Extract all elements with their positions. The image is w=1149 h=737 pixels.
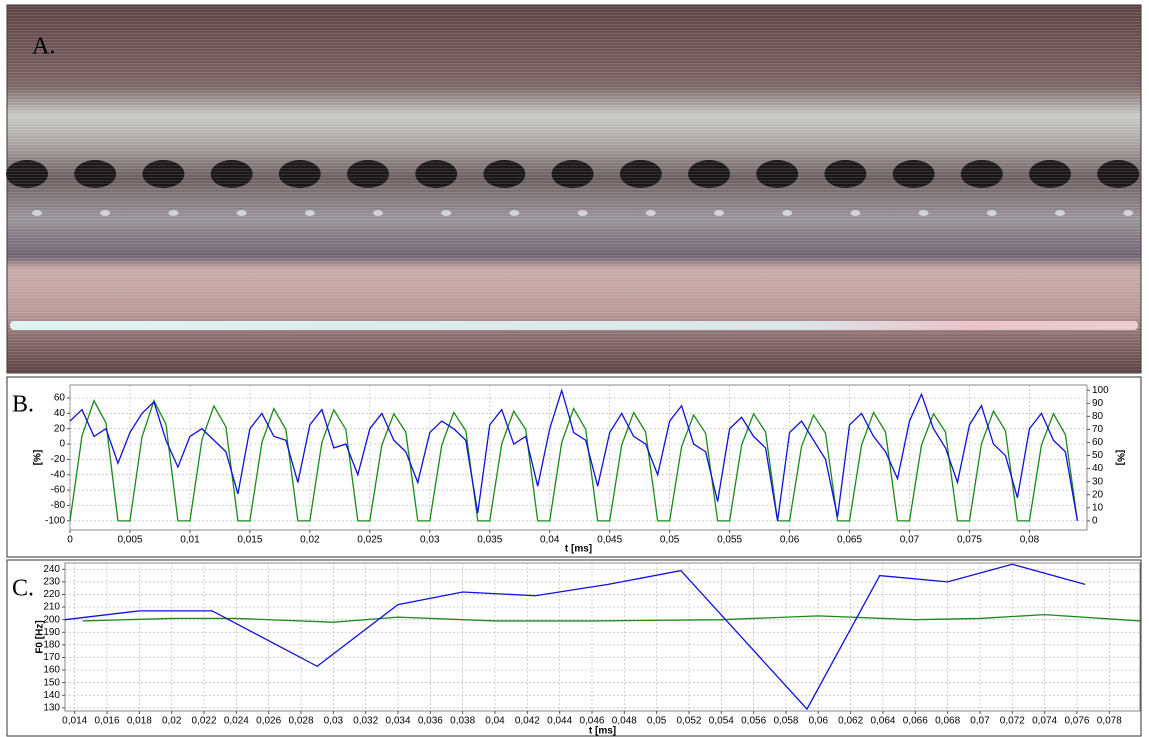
x-tick-label: 0,005 bbox=[117, 535, 142, 546]
kymogram-panel: A. bbox=[6, 5, 1141, 373]
x-tick-label: 0,02 bbox=[300, 535, 320, 546]
x-tick-label: 0,04 bbox=[540, 535, 560, 546]
x-tick-label: 0,05 bbox=[660, 535, 680, 546]
x-tick-label: 0,04 bbox=[485, 716, 505, 727]
y-tick-label: 210 bbox=[43, 602, 60, 613]
x-tick-label: 0,01 bbox=[180, 535, 200, 546]
x-tick-label: 0,03 bbox=[420, 535, 440, 546]
y2-tick-label: 10 bbox=[1092, 502, 1104, 513]
x-tick-label: 0,044 bbox=[547, 716, 572, 727]
panel-label: C. bbox=[12, 576, 34, 602]
y2-tick-label: 90 bbox=[1092, 398, 1104, 409]
y-tick-label: 170 bbox=[43, 652, 60, 663]
x-tick-label: 0,03 bbox=[324, 716, 344, 727]
y2-tick-label: 70 bbox=[1092, 424, 1104, 435]
y-tick-label: 20 bbox=[54, 423, 66, 434]
x-tick-label: 0,034 bbox=[385, 716, 410, 727]
x-tick-label: 0,05 bbox=[647, 716, 667, 727]
y-tick-label: -80 bbox=[51, 500, 66, 511]
x-tick-label: 0,076 bbox=[1064, 716, 1089, 727]
x-tick-label: 0,022 bbox=[192, 716, 217, 727]
x-tick-label: 0,016 bbox=[95, 716, 120, 727]
x-tick-label: 0,056 bbox=[741, 716, 766, 727]
x-axis-label: t [ms] bbox=[589, 726, 616, 737]
y-tick-label: 240 bbox=[43, 564, 60, 575]
figure: A. B. C. 0 0,005 0,01 0,015 0,02 0,025 0,03 0,0… bbox=[0, 0, 1149, 737]
x-tick-label: 0,014 bbox=[62, 716, 87, 727]
y2-tick-label: 0 bbox=[1092, 515, 1098, 526]
y-axis-label: F0 [Hz] bbox=[35, 620, 46, 653]
y-tick-label: 130 bbox=[43, 702, 60, 713]
y-tick-label: -60 bbox=[51, 485, 66, 496]
x-tick-label: 0,058 bbox=[773, 716, 798, 727]
y-tick-label: -20 bbox=[51, 454, 66, 465]
x-tick-label: 0,026 bbox=[256, 716, 281, 727]
y-tick-label: 220 bbox=[43, 589, 60, 600]
x-tick-label: 0,074 bbox=[1032, 716, 1057, 727]
x-tick-label: 0,025 bbox=[357, 535, 382, 546]
x-tick-label: 0,075 bbox=[957, 535, 982, 546]
x-tick-label: 0,072 bbox=[1000, 716, 1025, 727]
y2-axis-label: [%] bbox=[1114, 450, 1125, 466]
y-tick-label: -100 bbox=[45, 515, 65, 526]
x-tick-label: 0,065 bbox=[837, 535, 862, 546]
panel-label: B. bbox=[12, 392, 34, 418]
panel-label: A. bbox=[32, 34, 55, 60]
scan-lines bbox=[7, 5, 1141, 373]
x-tick-label: 0,06 bbox=[809, 716, 829, 727]
y2-tick-label: 50 bbox=[1092, 450, 1104, 461]
x-axis-label: t [ms] bbox=[565, 544, 592, 555]
y-tick-label: 40 bbox=[54, 408, 66, 419]
y-tick-label: 200 bbox=[43, 614, 60, 625]
y-axis-label: [%] bbox=[33, 450, 44, 466]
y-tick-label: -40 bbox=[51, 469, 66, 480]
x-tick-label: 0,036 bbox=[418, 716, 443, 727]
y-tick-label: 0 bbox=[59, 439, 65, 450]
x-tick-label: 0,02 bbox=[162, 716, 182, 727]
x-tick-label: 0 bbox=[67, 535, 73, 546]
y-tick-label: 150 bbox=[43, 677, 60, 688]
x-tick-label: 0,066 bbox=[903, 716, 928, 727]
y2-tick-label: 100 bbox=[1092, 385, 1109, 396]
x-tick-label: 0,08 bbox=[1020, 535, 1040, 546]
x-tick-label: 0,035 bbox=[477, 535, 502, 546]
x-tick-label: 0,015 bbox=[237, 535, 262, 546]
x-tick-label: 0,064 bbox=[870, 716, 895, 727]
x-tick-label: 0,052 bbox=[676, 716, 701, 727]
x-tick-label: 0,07 bbox=[970, 716, 990, 727]
y-tick-label: 190 bbox=[43, 627, 60, 638]
x-tick-label: 0,045 bbox=[597, 535, 622, 546]
y-tick-label: 180 bbox=[43, 640, 60, 651]
x-tick-label: 0,062 bbox=[838, 716, 863, 727]
x-tick-label: 0,068 bbox=[935, 716, 960, 727]
x-tick-label: 0,038 bbox=[450, 716, 475, 727]
x-tick-label: 0,024 bbox=[224, 716, 249, 727]
x-tick-label: 0,018 bbox=[127, 716, 152, 727]
y2-tick-label: 30 bbox=[1092, 476, 1104, 487]
y-tick-label: 230 bbox=[43, 577, 60, 588]
y2-tick-label: 40 bbox=[1092, 463, 1104, 474]
y-tick-label: 140 bbox=[43, 690, 60, 701]
y-tick-label: 160 bbox=[43, 665, 60, 676]
x-tick-label: 0,055 bbox=[717, 535, 742, 546]
x-tick-label: 0,042 bbox=[515, 716, 540, 727]
y2-tick-label: 80 bbox=[1092, 411, 1104, 422]
plot-area bbox=[70, 385, 1087, 530]
y2-tick-label: 20 bbox=[1092, 489, 1104, 500]
x-tick-label: 0,07 bbox=[900, 535, 920, 546]
x-tick-label: 0,054 bbox=[709, 716, 734, 727]
x-tick-label: 0,032 bbox=[353, 716, 378, 727]
x-tick-label: 0,028 bbox=[288, 716, 313, 727]
x-tick-label: 0,078 bbox=[1097, 716, 1122, 727]
y-tick-label: 60 bbox=[54, 393, 66, 404]
x-tick-label: 0,06 bbox=[780, 535, 800, 546]
y2-tick-label: 60 bbox=[1092, 437, 1104, 448]
